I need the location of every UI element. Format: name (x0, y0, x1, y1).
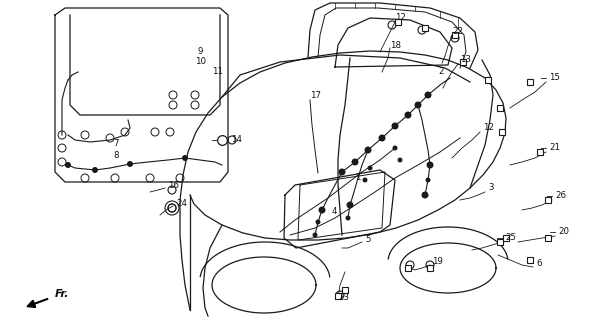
Circle shape (347, 202, 353, 209)
Circle shape (422, 193, 427, 197)
Circle shape (182, 155, 188, 161)
Circle shape (345, 215, 350, 220)
Text: 12: 12 (395, 13, 406, 22)
Circle shape (398, 157, 402, 163)
Text: 12: 12 (483, 124, 494, 132)
Text: 6: 6 (536, 259, 541, 268)
Text: 11: 11 (212, 68, 223, 76)
Circle shape (421, 191, 429, 198)
Text: 3: 3 (488, 183, 493, 193)
Text: 26: 26 (555, 191, 566, 201)
Circle shape (319, 206, 325, 213)
Circle shape (427, 163, 433, 167)
Circle shape (316, 220, 320, 225)
Circle shape (392, 123, 399, 130)
Text: 22: 22 (452, 28, 463, 36)
Circle shape (127, 161, 133, 167)
Text: 21: 21 (549, 143, 560, 153)
Text: 24: 24 (176, 199, 187, 209)
Text: 8: 8 (113, 150, 118, 159)
Text: 9: 9 (197, 47, 202, 57)
Text: 5: 5 (365, 236, 370, 244)
Text: 10: 10 (195, 58, 206, 67)
Text: Fr.: Fr. (55, 289, 69, 299)
Text: 7: 7 (113, 140, 118, 148)
Circle shape (347, 203, 353, 207)
Circle shape (379, 134, 385, 141)
Text: 14: 14 (231, 135, 242, 145)
Text: 17: 17 (310, 91, 321, 100)
Circle shape (339, 169, 345, 175)
Circle shape (351, 158, 359, 165)
Circle shape (319, 207, 325, 212)
Circle shape (426, 178, 430, 182)
Circle shape (65, 162, 71, 168)
Text: 2: 2 (438, 68, 444, 76)
Circle shape (393, 146, 398, 150)
Text: 20: 20 (558, 228, 569, 236)
Circle shape (404, 111, 412, 118)
Text: 15: 15 (549, 74, 560, 83)
Circle shape (313, 233, 317, 237)
Text: 16: 16 (168, 181, 179, 190)
Text: 13: 13 (460, 55, 471, 65)
Circle shape (424, 92, 432, 99)
Text: 18: 18 (390, 41, 401, 50)
Circle shape (92, 167, 98, 173)
Text: 25: 25 (505, 234, 516, 243)
Circle shape (427, 162, 433, 169)
Text: 23: 23 (338, 293, 349, 302)
Circle shape (415, 101, 421, 108)
Circle shape (362, 178, 367, 182)
Circle shape (367, 165, 373, 171)
Circle shape (364, 147, 371, 154)
Text: 19: 19 (432, 258, 443, 267)
Text: 4: 4 (332, 207, 337, 217)
Text: 1: 1 (355, 173, 361, 182)
